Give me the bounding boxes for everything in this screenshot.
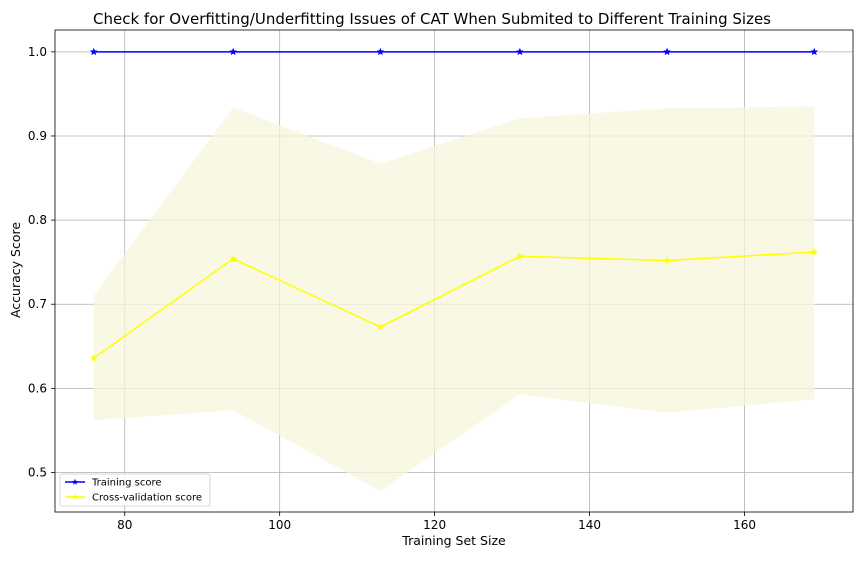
y-tick-label: 1.0	[28, 45, 47, 59]
cross-validation-score-point	[376, 322, 385, 331]
legend-label: Cross-validation score	[92, 493, 202, 504]
cv-score-band	[93, 106, 815, 491]
training-score-point	[810, 47, 819, 56]
x-tick-label: 80	[117, 518, 132, 532]
training-score-point	[376, 47, 385, 56]
axes-frame	[54, 29, 854, 513]
y-tick-label: 0.7	[28, 297, 47, 311]
legend-label: Training score	[91, 478, 162, 489]
cross-validation-score-line	[93, 251, 815, 359]
y-axis-label: Accuracy Score	[8, 222, 23, 318]
series-lines	[89, 47, 819, 362]
training-score-point	[89, 47, 98, 56]
training-score-point	[515, 47, 524, 56]
x-tick-label: 140	[578, 518, 601, 532]
legend: Training score Cross-validation score	[59, 473, 211, 507]
confidence-bands	[93, 106, 815, 491]
training-score-point	[662, 47, 672, 56]
legend-swatch-marker	[71, 478, 79, 485]
x-axis-label: Training Set Size	[401, 533, 506, 548]
legend-swatch-marker	[71, 493, 79, 500]
training-score-point	[229, 47, 238, 56]
cross-validation-score-point	[89, 353, 98, 362]
plot-frame	[54, 29, 854, 513]
cross-validation-score-point	[229, 254, 238, 263]
y-tick-label: 0.5	[28, 465, 47, 479]
cross-validation-score-point	[810, 247, 819, 256]
chart-title: Check for Overfitting/Underfitting Issue…	[93, 10, 771, 28]
tick-labels: 80 100 120 140 160 0.5 0.6 0.7 0.8 0.9 1.0	[28, 45, 756, 532]
x-tick-label: 160	[733, 518, 756, 532]
y-tick-label: 0.8	[28, 213, 47, 227]
cross-validation-score-point	[662, 256, 672, 264]
y-tick-label: 0.9	[28, 129, 47, 143]
x-tick-label: 120	[423, 518, 446, 532]
y-tick-label: 0.6	[28, 381, 47, 395]
x-tick-label: 100	[268, 518, 291, 532]
legend-box	[59, 473, 211, 507]
cross-validation-score-point	[515, 251, 524, 260]
